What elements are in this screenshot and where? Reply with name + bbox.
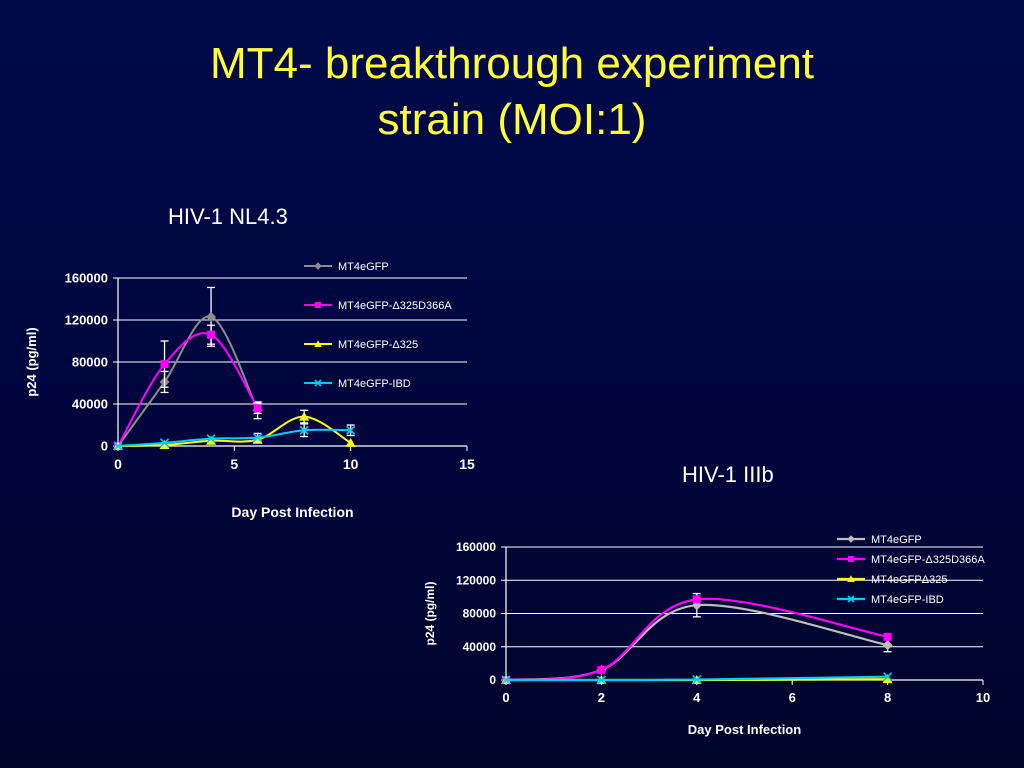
data-point	[299, 411, 310, 421]
series-line	[117, 415, 352, 447]
legend-item: MT4eGFP-IBD	[304, 378, 411, 390]
chart-hiv1-iiib: 0 40000 80000 120000 160000 0 2 4 6 8 10 Day Post I…	[423, 534, 990, 737]
data-point	[346, 425, 356, 435]
chart-2-title: HIV-1 IIIb	[682, 462, 774, 487]
legend-swatch-marker	[847, 595, 855, 603]
legend-item: MT4eGFP	[837, 534, 922, 546]
legend-swatch-marker	[848, 556, 854, 562]
series-line	[505, 597, 888, 682]
y-tick-label: 40000	[72, 397, 108, 412]
data-point	[882, 674, 893, 684]
chart-1-title: HIV-1 NL4.3	[168, 204, 288, 229]
legend-label: MT4eGFP-IBD	[338, 378, 411, 390]
legend-swatch-marker	[847, 535, 855, 543]
data-point	[692, 595, 701, 604]
x-tick-label: 5	[230, 456, 238, 472]
x-tick-label: 0	[502, 690, 509, 705]
data-point	[882, 640, 893, 651]
legend-item: MT4eGFP	[304, 261, 389, 273]
x-tick-label: 15	[459, 456, 475, 472]
data-point	[207, 330, 216, 339]
legend-swatch-marker	[314, 379, 322, 387]
series-line	[117, 428, 351, 447]
series-line	[117, 315, 259, 447]
y-tick-label: 160000	[65, 271, 108, 286]
y-tick-label: 0	[489, 673, 496, 687]
legend-item: MT4eGFPΔ325	[837, 574, 947, 586]
x-tick-label: 10	[343, 456, 359, 472]
y-tick-label: 120000	[65, 313, 108, 328]
x-axis-label: Day Post Infection	[688, 722, 801, 737]
x-tick-label: 6	[789, 690, 796, 705]
legend-label: MT4eGFP	[871, 534, 922, 546]
x-tick-label: 2	[598, 690, 605, 705]
series-line	[505, 675, 888, 682]
x-tick-label: 10	[976, 690, 990, 705]
data-point	[299, 425, 309, 435]
legend-swatch-marker	[315, 302, 321, 308]
data-point	[206, 434, 216, 444]
legend-swatch-marker	[314, 262, 322, 270]
x-tick-label: 8	[884, 690, 891, 705]
data-point	[883, 632, 892, 641]
chart-hiv1-nl43: 0 40000 80000 120000 160000 0 5 10 15 Day Post In…	[24, 261, 475, 520]
y-axis-label: p24 (pg/ml)	[24, 327, 39, 396]
x-tick-label: 0	[114, 456, 122, 472]
x-axis-label: Day Post Infection	[231, 504, 353, 520]
y-tick-label: 80000	[72, 355, 108, 370]
data-point	[692, 675, 702, 685]
series-1	[113, 286, 263, 451]
data-point	[206, 311, 217, 322]
y-tick-label: 80000	[463, 607, 497, 621]
legend-swatch-marker	[847, 575, 855, 582]
legend-item: MT4eGFP-Δ325D366A	[304, 300, 452, 312]
data-point	[206, 435, 217, 445]
data-point	[159, 439, 170, 449]
legend-label: MT4eGFPΔ325	[871, 574, 947, 586]
series-1	[501, 592, 893, 685]
legend-item: MT4eGFP-Δ325D366A	[837, 554, 985, 566]
data-point	[253, 433, 263, 443]
y-tick-label: 120000	[456, 573, 496, 587]
data-point	[501, 675, 511, 685]
y-tick-label: 40000	[463, 640, 497, 654]
legend-label: MT4eGFP-Δ325	[338, 339, 418, 351]
data-point	[345, 437, 356, 447]
series-2	[114, 324, 262, 450]
data-point	[597, 666, 606, 675]
slide-title-line-2: strain (MOI:1)	[377, 95, 647, 144]
data-point	[883, 672, 893, 682]
series-4	[113, 423, 356, 451]
slide-title-line-1: MT4- breakthrough experiment	[209, 39, 815, 88]
slide-title: MT4- breakthrough experiment strain (MOI…	[0, 36, 1024, 148]
y-axis-label: p24 (pg/ml)	[423, 581, 437, 645]
data-point	[113, 441, 123, 451]
series-line	[117, 332, 259, 447]
legend-item: MT4eGFP-Δ325	[304, 339, 418, 351]
data-point	[160, 360, 169, 369]
data-point	[159, 438, 170, 448]
data-point	[596, 675, 606, 685]
series-4	[501, 672, 893, 685]
legend-label: MT4eGFP-Δ325D366A	[338, 300, 452, 312]
legend-swatch-marker	[314, 340, 322, 347]
y-tick-label: 160000	[456, 540, 496, 554]
data-point	[253, 404, 262, 413]
legend-label: MT4eGFP	[338, 261, 389, 273]
legend-label: MT4eGFP-IBD	[871, 594, 944, 606]
legend-label: MT4eGFP-Δ325D366A	[871, 554, 985, 566]
legend-item: MT4eGFP-IBD	[837, 594, 944, 606]
y-tick-label: 0	[101, 439, 108, 454]
x-tick-label: 4	[693, 690, 701, 705]
